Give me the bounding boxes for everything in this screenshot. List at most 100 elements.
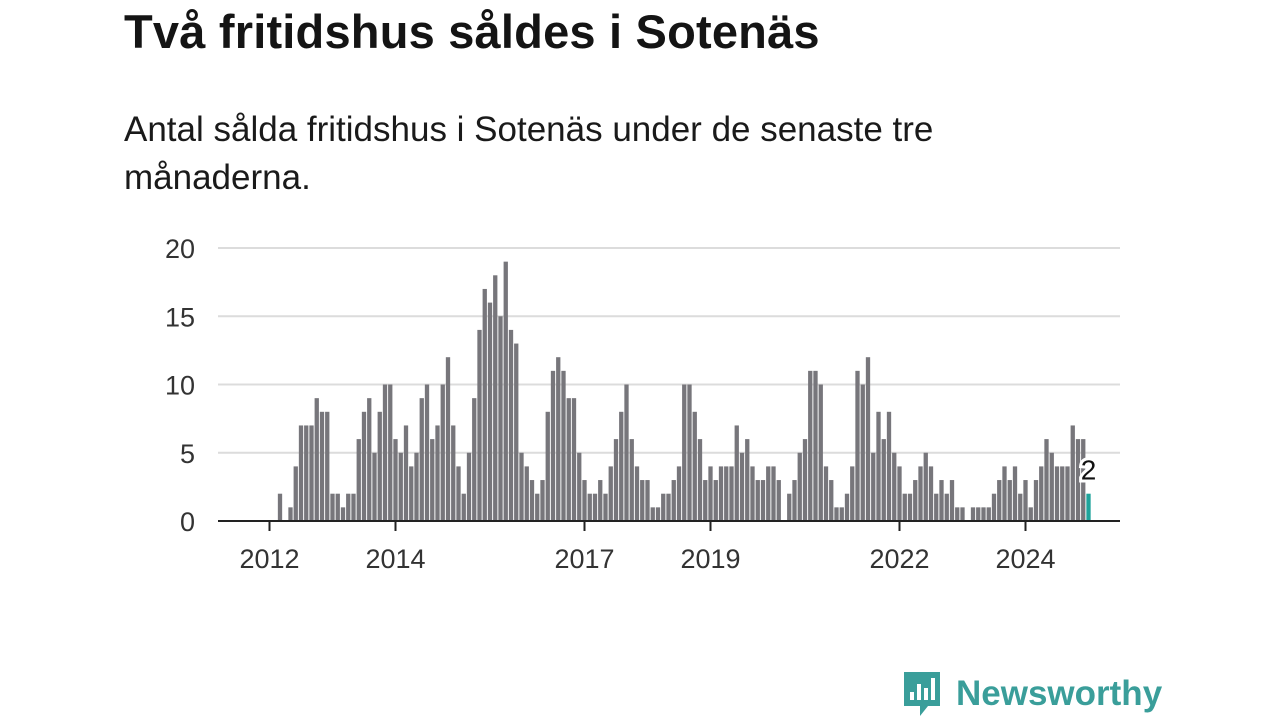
bar xyxy=(409,466,414,521)
bar xyxy=(771,466,776,521)
bar xyxy=(802,439,808,521)
bar xyxy=(309,425,314,521)
bar xyxy=(535,493,540,521)
bar xyxy=(634,466,640,521)
brand-name: Newsworthy xyxy=(956,674,1163,713)
y-tick-label: 15 xyxy=(165,302,195,332)
bar xyxy=(424,384,430,521)
bar xyxy=(540,480,545,521)
bar xyxy=(776,480,781,521)
bar xyxy=(923,452,928,521)
bar xyxy=(661,493,666,521)
bar xyxy=(960,507,965,521)
bar xyxy=(902,493,907,521)
bar xyxy=(855,370,860,521)
bar xyxy=(860,384,865,521)
bar xyxy=(949,480,955,521)
bar xyxy=(592,493,598,521)
bar xyxy=(1023,480,1028,521)
bar xyxy=(319,411,325,521)
bar xyxy=(944,493,949,521)
bar xyxy=(1044,439,1049,521)
bar xyxy=(598,480,603,521)
bar xyxy=(503,261,508,521)
x-tick-label: 2012 xyxy=(239,544,299,574)
bar xyxy=(461,493,466,521)
bar xyxy=(335,493,340,521)
bar xyxy=(655,507,661,521)
bar xyxy=(976,507,981,521)
bar xyxy=(986,507,991,521)
y-tick-label: 0 xyxy=(180,507,195,537)
x-tick-label: 2017 xyxy=(554,544,614,574)
bar xyxy=(608,466,613,521)
bar xyxy=(808,370,813,521)
bar xyxy=(823,466,829,521)
bar xyxy=(697,439,703,521)
bar xyxy=(1070,425,1075,521)
bar xyxy=(645,480,650,521)
bar xyxy=(498,316,503,521)
bar xyxy=(955,507,960,521)
bar xyxy=(755,480,760,521)
bar xyxy=(403,425,409,521)
brand-logo: Newsworthy xyxy=(902,670,1162,718)
bar xyxy=(556,357,561,521)
bar xyxy=(293,466,298,521)
bar xyxy=(414,452,419,521)
y-tick-label: 10 xyxy=(165,371,195,401)
bar xyxy=(487,302,493,521)
bar xyxy=(1018,493,1023,521)
bar xyxy=(330,493,335,521)
bar xyxy=(676,466,682,521)
bar xyxy=(1075,439,1081,521)
bar xyxy=(304,425,309,521)
bar xyxy=(571,398,577,521)
bar xyxy=(346,493,351,521)
bar xyxy=(682,384,687,521)
bar xyxy=(456,466,461,521)
bar xyxy=(508,329,514,521)
bar xyxy=(477,329,482,521)
bar xyxy=(377,411,382,521)
bar xyxy=(451,425,456,521)
bar xyxy=(1060,466,1065,521)
bar xyxy=(939,480,944,521)
bar xyxy=(991,493,997,521)
bar xyxy=(876,411,881,521)
y-tick-label: 5 xyxy=(180,439,195,469)
bar xyxy=(288,507,293,521)
bar xyxy=(613,439,619,521)
bar xyxy=(766,466,771,521)
bar xyxy=(524,466,529,521)
bar xyxy=(277,493,283,521)
bar xyxy=(760,480,766,521)
bar xyxy=(886,411,892,521)
bar xyxy=(514,343,519,521)
bar xyxy=(1007,480,1012,521)
bar xyxy=(797,452,802,521)
bar-chart: 0 5 10 15 20 2012 2014 2017 2019 2022 2024 2 xyxy=(165,234,1120,574)
bar xyxy=(708,466,713,521)
bar xyxy=(545,411,550,521)
newsworthy-logo-icon xyxy=(904,672,940,716)
bar xyxy=(314,398,319,521)
bar xyxy=(650,507,655,521)
bar xyxy=(577,452,582,521)
bar xyxy=(340,507,346,521)
bar xyxy=(519,452,524,521)
bar xyxy=(325,411,330,521)
bar xyxy=(666,493,671,521)
bar xyxy=(1049,452,1054,521)
bar xyxy=(692,411,697,521)
bar xyxy=(445,357,451,521)
bar xyxy=(624,384,629,521)
bar xyxy=(1081,439,1086,521)
bar-highlight xyxy=(1086,493,1091,521)
bar xyxy=(871,452,876,521)
bar xyxy=(587,493,592,521)
bar xyxy=(440,384,445,521)
bar xyxy=(640,480,645,521)
bar xyxy=(435,425,440,521)
bar xyxy=(813,370,818,521)
